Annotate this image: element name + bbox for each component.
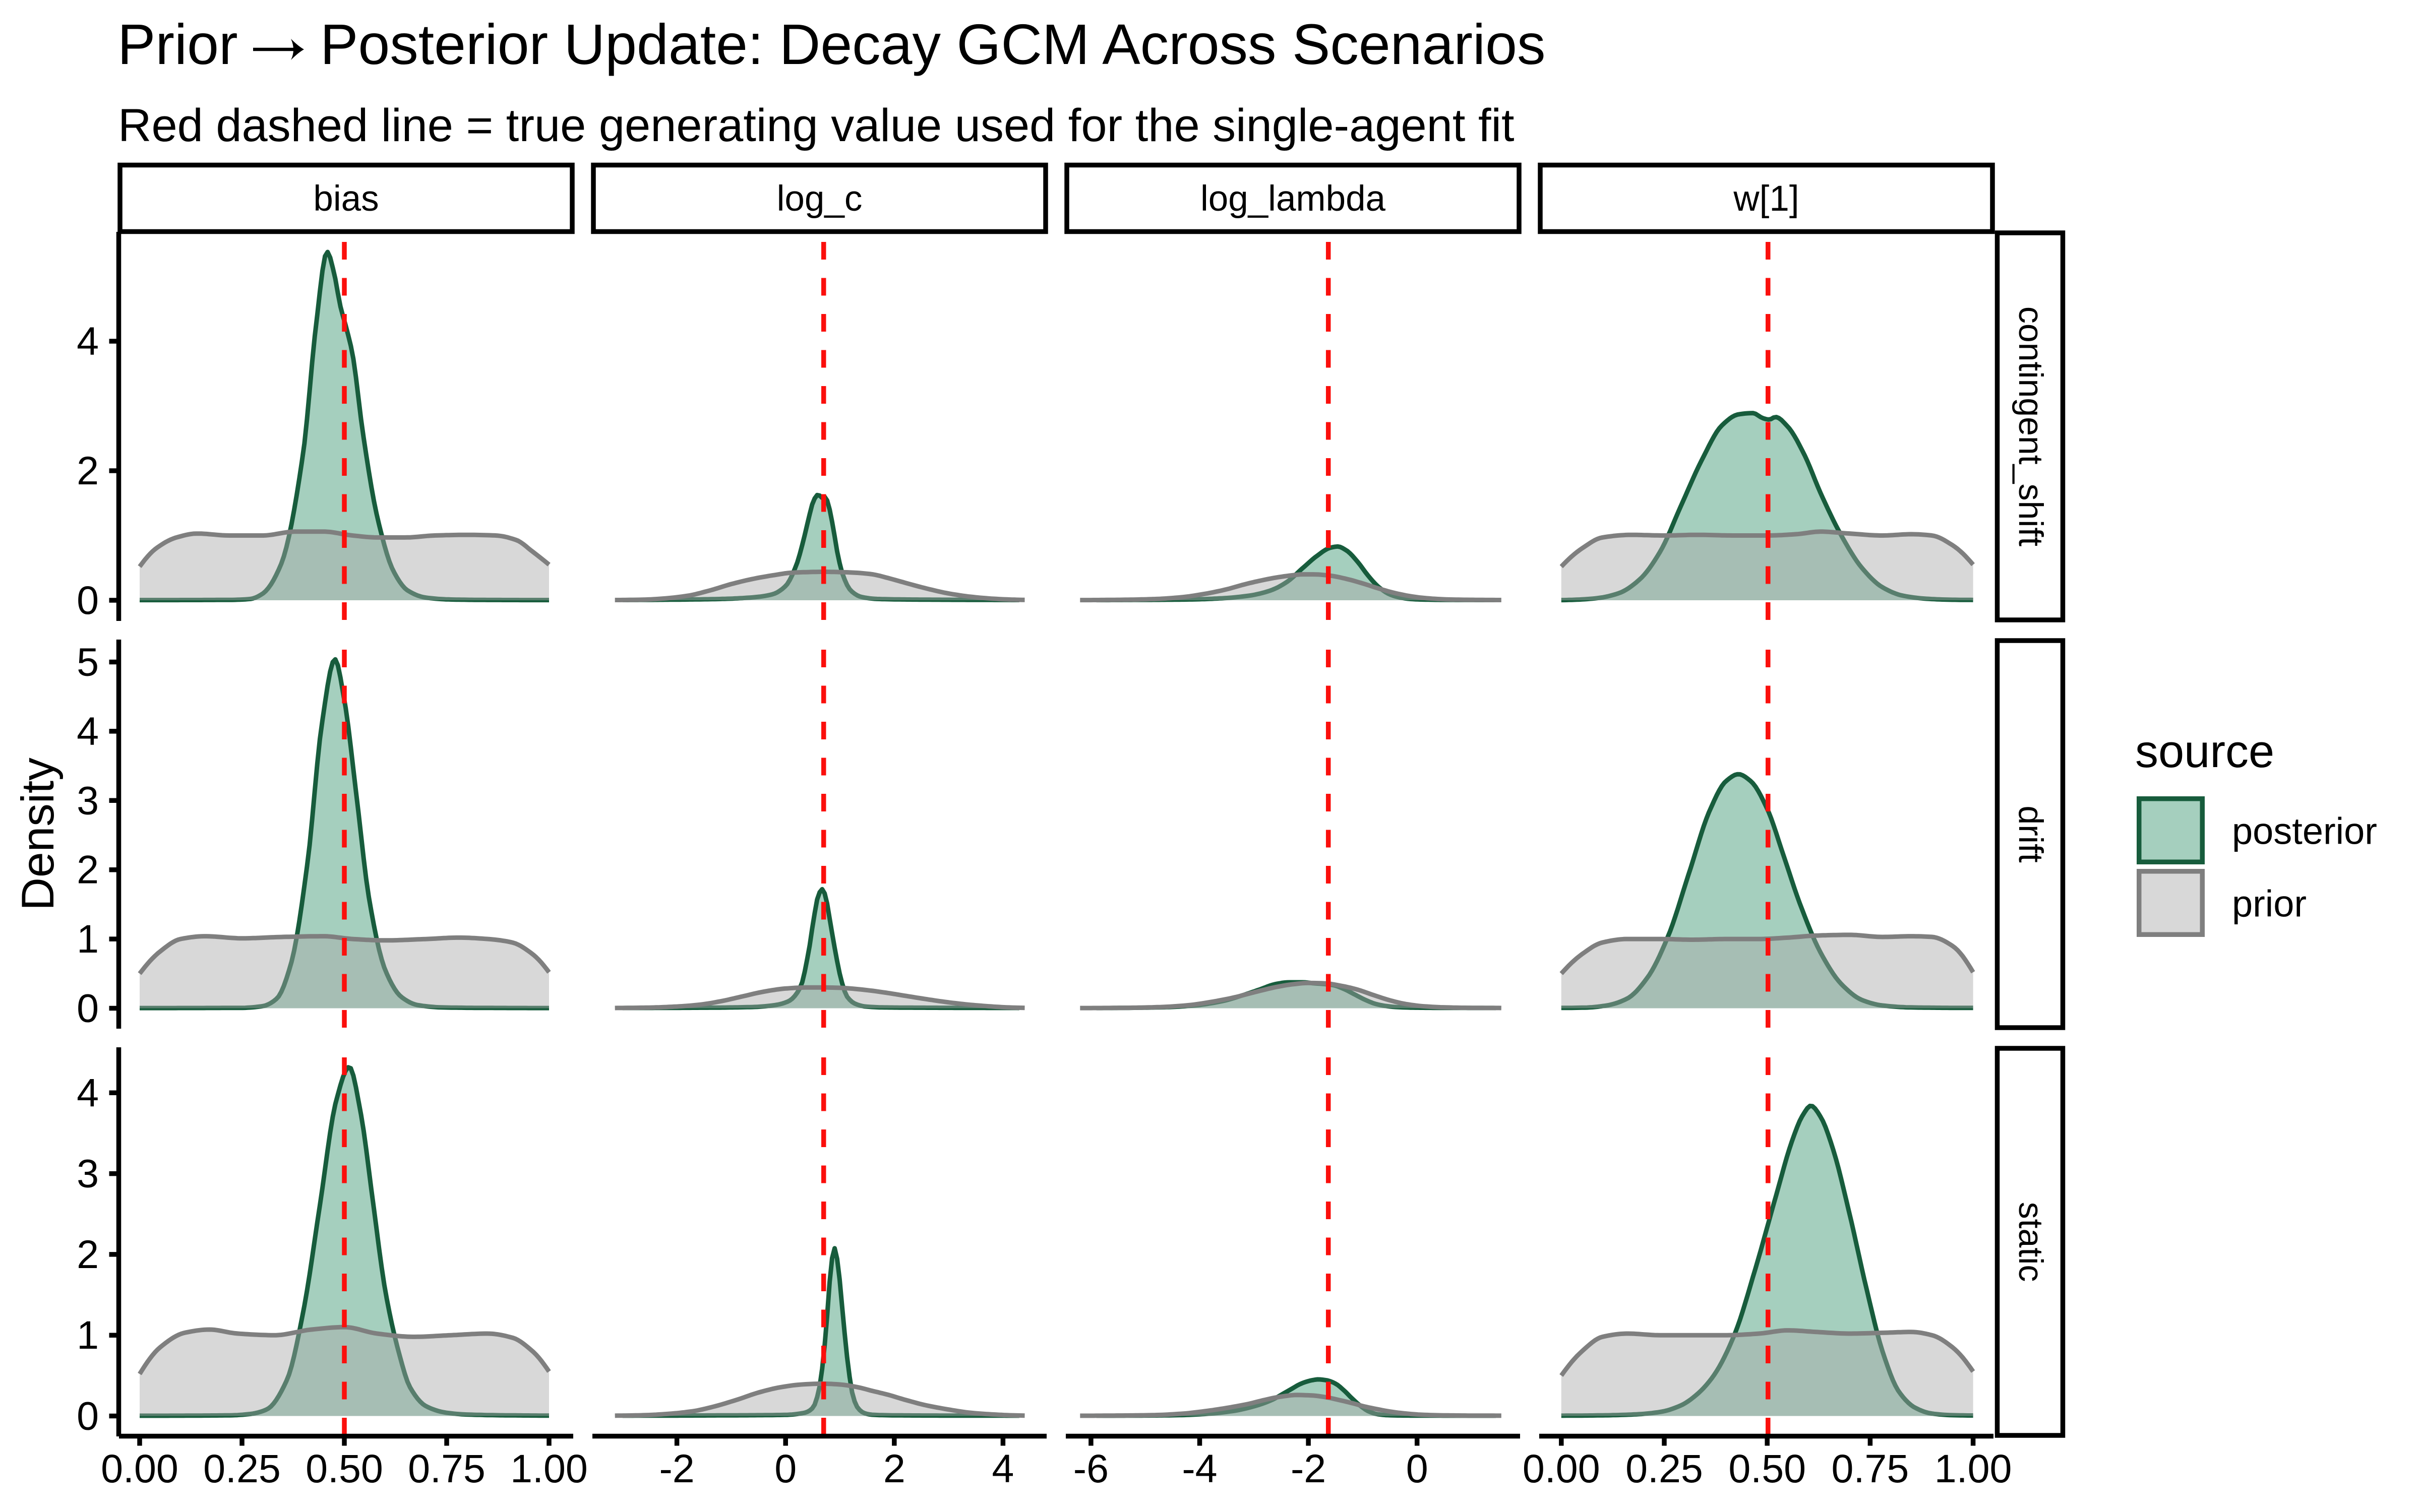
svg-text:3: 3 [77,1151,99,1196]
svg-text:0.50: 0.50 [306,1446,383,1491]
svg-text:bias: bias [313,179,379,219]
svg-text:prior: prior [2232,883,2307,925]
svg-text:0.75: 0.75 [408,1446,486,1491]
svg-text:source: source [2135,726,2274,777]
svg-text:1: 1 [77,916,99,961]
svg-text:0.25: 0.25 [1625,1446,1703,1491]
svg-text:2: 2 [77,847,99,892]
svg-text:log_lambda: log_lambda [1200,179,1386,219]
svg-text:Prior: Prior [117,13,238,76]
svg-text:Density: Density [13,758,64,911]
svg-text:0.75: 0.75 [1832,1446,1909,1491]
svg-text:contingent_shift: contingent_shift [2012,306,2050,546]
svg-text:static: static [2012,1202,2050,1282]
svg-text:-4: -4 [1182,1446,1217,1491]
svg-text:posterior: posterior [2232,810,2377,852]
svg-text:-2: -2 [1291,1446,1326,1491]
svg-text:0.00: 0.00 [1523,1446,1600,1491]
svg-text:2: 2 [77,448,99,493]
svg-text:0: 0 [77,986,99,1031]
svg-text:3: 3 [77,778,99,823]
svg-text:5: 5 [77,640,99,684]
svg-text:2: 2 [883,1446,905,1491]
svg-text:4: 4 [77,709,99,753]
svg-text:0: 0 [1406,1446,1428,1491]
svg-text:Red dashed line = true generat: Red dashed line = true generating value … [118,100,1515,151]
svg-text:0.50: 0.50 [1728,1446,1806,1491]
svg-text:Posterior Update: Decay GCM Ac: Posterior Update: Decay GCM Across Scena… [320,13,1545,76]
svg-text:drift: drift [2012,805,2050,862]
svg-text:-6: -6 [1073,1446,1109,1491]
svg-text:-2: -2 [659,1446,694,1491]
svg-text:4: 4 [992,1446,1014,1491]
svg-text:0: 0 [774,1446,797,1491]
svg-text:4: 4 [77,1070,99,1115]
svg-text:w[1]: w[1] [1733,179,1799,219]
svg-text:0: 0 [77,1394,99,1438]
svg-text:0.00: 0.00 [101,1446,178,1491]
svg-text:1: 1 [77,1312,99,1357]
svg-text:1.00: 1.00 [1934,1446,2012,1491]
svg-text:1.00: 1.00 [510,1446,588,1491]
svg-text:log_c: log_c [777,179,863,219]
svg-text:2: 2 [77,1232,99,1277]
svg-text:4: 4 [77,319,99,363]
svg-text:0: 0 [77,578,99,622]
svg-text:0.25: 0.25 [203,1446,281,1491]
